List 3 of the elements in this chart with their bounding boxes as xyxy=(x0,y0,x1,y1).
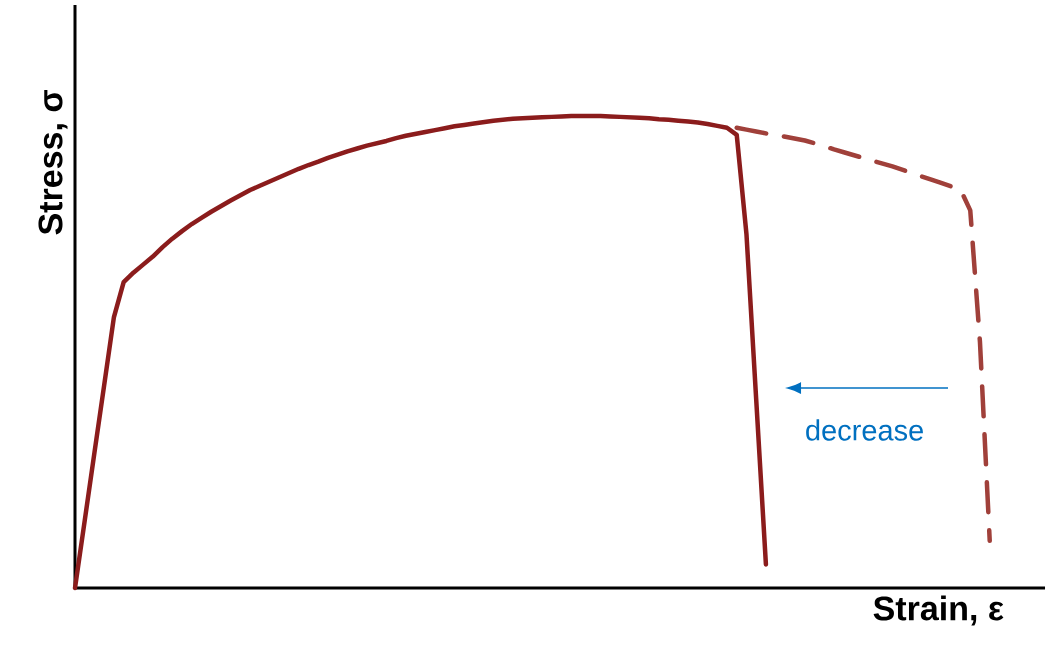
x-axis-title: Strain, ε xyxy=(873,595,1004,626)
y-axis-title: Stress, σ xyxy=(38,90,68,235)
annotation: decrease xyxy=(806,419,923,441)
